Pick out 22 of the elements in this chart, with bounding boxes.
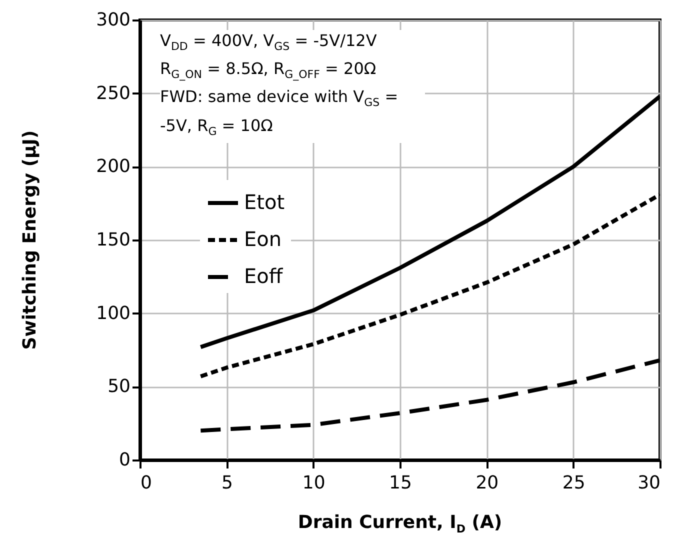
annotation: R$_{G_ON}$ = 8.5Ω, R$_{G_OFF}$ = 20Ω — [160, 58, 378, 84]
y-tick-label: 150 — [96, 230, 130, 250]
legend-label: Eoff — [244, 264, 284, 288]
y-tick-label: 0 — [119, 450, 130, 470]
y-tick-label: 50 — [108, 376, 130, 398]
x-tick-label: 30 — [638, 472, 660, 494]
y-tick-label: 250 — [96, 82, 130, 104]
x-axis-title: Drain Current, I$_{D}$ (A) — [298, 512, 502, 536]
y-tick-label: 100 — [96, 302, 130, 324]
x-tick-label: 10 — [302, 472, 326, 494]
x-tick-label: 25 — [562, 472, 586, 494]
x-tick-label: 15 — [389, 472, 412, 494]
x-tick-label: 0 — [140, 472, 152, 494]
legend-label: Eon — [244, 227, 282, 251]
x-tick-label: 20 — [476, 472, 499, 494]
y-tick-label: 200 — [96, 156, 130, 178]
y-tick-label: 300 — [96, 10, 130, 30]
x-tick-label: 5 — [221, 472, 233, 494]
annotation: V$_{DD}$ = 400V, V$_{GS}$ = -5V/12V — [160, 30, 378, 56]
y-axis-title: Switching Energy (μJ) — [20, 130, 40, 350]
text: FWD: same device with V$_{GS}$ = -5V, R$_{G}$ = 10Ω — [160, 87, 398, 138]
legend-label: Etot — [244, 190, 285, 214]
